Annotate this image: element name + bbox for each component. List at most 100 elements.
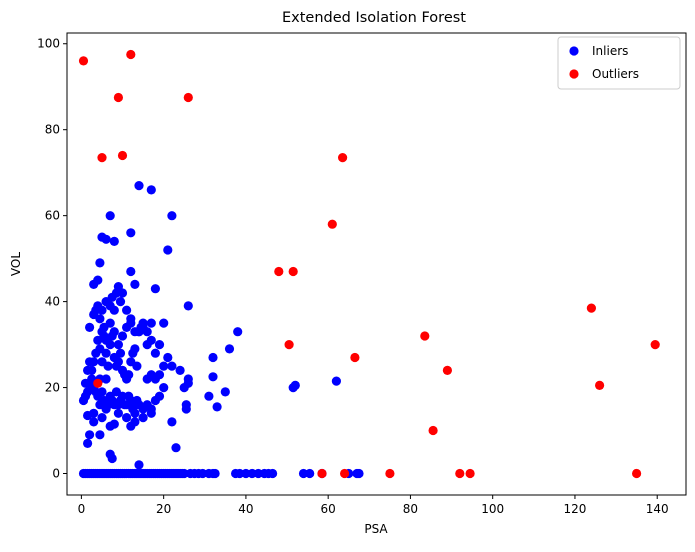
outlier-point (650, 340, 660, 350)
inlier-point (134, 181, 144, 191)
outlier-point (317, 468, 327, 479)
x-tick-label: 100 (481, 502, 504, 516)
inlier-point (113, 408, 123, 418)
y-tick-label: 0 (52, 467, 60, 481)
inlier-point (134, 460, 144, 470)
y-axis-ticks: 0 20 40 60 80 100 (37, 37, 67, 481)
inlier-point (97, 327, 107, 337)
inlier-point (83, 438, 93, 448)
inlier-point (136, 322, 146, 332)
inlier-point (163, 245, 173, 255)
inlier-point (97, 305, 107, 315)
inlier-point (130, 344, 140, 354)
inlier-point (95, 314, 105, 324)
outlier-point (183, 92, 193, 103)
y-tick-label: 80 (45, 123, 60, 137)
inlier-point (175, 365, 185, 375)
inlier-point (138, 413, 148, 423)
inlier-point (167, 417, 177, 427)
inlier-point (97, 387, 107, 397)
inlier-point (204, 391, 214, 401)
inlier-point (159, 318, 169, 328)
outlier-point (420, 331, 430, 341)
legend-marker-outliers (569, 69, 579, 79)
inlier-point (171, 443, 181, 453)
inlier-point (115, 297, 126, 307)
outlier-point (595, 380, 605, 390)
inlier-point (115, 348, 126, 358)
inlier-point (183, 301, 193, 311)
outlier-point (428, 425, 438, 436)
x-tick-label: 20 (156, 502, 171, 516)
inlier-point (95, 258, 105, 268)
inlier-point (117, 331, 128, 341)
inlier-point (146, 335, 156, 345)
outlier-point (442, 365, 452, 375)
inlier-point (179, 383, 189, 393)
x-tick-label: 60 (321, 502, 336, 516)
outlier-point (126, 49, 136, 60)
inlier-point (167, 361, 177, 371)
inlier-point (117, 288, 128, 298)
inlier-point (101, 234, 111, 244)
inlier-point (87, 365, 97, 375)
inlier-point (233, 327, 243, 337)
outlier-point (78, 56, 89, 66)
y-tick-label: 20 (45, 381, 60, 395)
inlier-point (101, 348, 111, 358)
outlier-point (93, 378, 103, 388)
legend: Inliers Outliers (557, 36, 681, 90)
inlier-point (93, 275, 103, 285)
inlier-point (105, 421, 115, 431)
legend-marker-inliers (569, 46, 579, 56)
inlier-point (130, 279, 140, 289)
inlier-point (105, 318, 115, 328)
inlier-point (150, 348, 160, 358)
inlier-point (331, 376, 341, 386)
inlier-point (220, 387, 230, 397)
inlier-point (103, 361, 113, 371)
inlier-point (126, 266, 136, 277)
y-tick-label: 40 (45, 295, 60, 309)
inlier-point (181, 404, 191, 414)
inlier-point (95, 430, 105, 440)
outlier-point (586, 303, 597, 313)
inlier-point (159, 361, 169, 371)
inlier-point (126, 314, 136, 324)
inlier-point (113, 340, 123, 350)
legend-label-outliers: Outliers (592, 67, 639, 81)
inlier-point (224, 344, 235, 354)
inlier-point (124, 370, 134, 380)
inlier-point (122, 413, 132, 423)
outlier-point (465, 468, 475, 479)
inlier-point (167, 211, 177, 221)
legend-label-inliers: Inliers (592, 44, 628, 58)
series-inliers (78, 181, 364, 479)
x-axis-label: PSA (364, 522, 388, 536)
inlier-point (305, 468, 315, 479)
outlier-point (385, 468, 395, 479)
inlier-point (208, 372, 218, 382)
outlier-point (455, 468, 465, 479)
inlier-point (154, 370, 165, 380)
inlier-point (101, 335, 111, 345)
outlier-point (97, 153, 107, 163)
legend-box (557, 36, 681, 90)
plot-frame (66, 32, 687, 496)
inlier-point (109, 327, 119, 337)
inlier-point (210, 468, 220, 479)
outlier-point (274, 266, 284, 277)
inlier-point (101, 374, 111, 384)
outlier-point (327, 219, 337, 229)
inlier-point (208, 352, 218, 363)
inlier-point (109, 236, 119, 246)
inlier-point (154, 340, 165, 350)
inlier-point (89, 417, 99, 427)
inlier-point (109, 305, 119, 315)
y-tick-label: 60 (45, 209, 60, 223)
outlier-point (117, 150, 128, 161)
x-tick-label: 140 (646, 502, 669, 516)
inlier-point (126, 228, 136, 238)
